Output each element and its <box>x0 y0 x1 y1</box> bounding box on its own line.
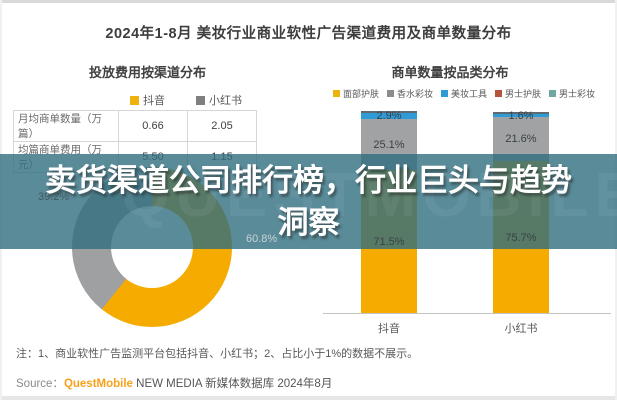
legend-label: 面部护肤 <box>342 89 379 99</box>
page-edge-bottom <box>0 396 617 400</box>
bar-segment <box>361 113 417 119</box>
bar-top-cap <box>493 112 549 114</box>
bar-segment-label: 75.7% <box>505 231 537 244</box>
source-rest: NEW MEDIA 新媒体数据库 2024年8月 <box>132 378 333 390</box>
legend-item: 小红书 <box>196 92 242 108</box>
source-line: Source：QuestMobile NEW MEDIA 新媒体数据库 2024… <box>16 375 332 391</box>
legend-swatch <box>440 90 448 97</box>
bar-segment <box>493 117 549 161</box>
legend-swatch <box>332 90 340 97</box>
x-label-xiaohongshu: 小红书 <box>504 323 538 335</box>
legend-swatch <box>386 90 394 97</box>
bar-segment <box>493 114 549 117</box>
legend-item: 面部护肤 <box>332 87 379 100</box>
table-cell-xiaohongshu: 2.05 <box>187 110 257 142</box>
bar-segment-label: 2.9% <box>376 110 402 122</box>
source-brand: QuestMobile <box>63 378 133 390</box>
right-legend: 面部护肤 香水彩妆 美妆工具 男士护肤 男士彩妆 <box>318 87 610 100</box>
legend-label: 小红书 <box>209 95 242 107</box>
footnote: 注：1、商业软性广告监测平台包括抖音、小红书；2、占比小于1%的数据不展示。 <box>16 348 419 360</box>
bar-segment-label: 71.5% <box>373 236 405 248</box>
x-axis-line <box>323 313 611 314</box>
page-title: 2024年1-8月 美妆行业商业软性广告渠道费用及商单数量分布 <box>105 26 512 42</box>
legend-label: 男士彩妆 <box>559 89 596 99</box>
legend-label: 美妆工具 <box>450 89 487 99</box>
headline-line-1: 卖货渠道公司排行榜，行业巨头与趋势 <box>45 162 572 198</box>
right-chart-title: 商单数量按品类分布 <box>391 65 509 80</box>
left-chart-title: 投放费用按渠道分布 <box>88 65 206 80</box>
bar-segment-label: 21.6% <box>505 133 537 145</box>
page-edge-top <box>0 0 617 3</box>
legend-swatch <box>549 90 557 97</box>
bar-segment-label: 25.1% <box>373 138 405 151</box>
table-row: 月均商单数量（万篇） 0.66 2.05 <box>13 110 257 142</box>
headline-line-2: 洞察 <box>277 204 340 240</box>
source-prefix: Source： <box>16 378 64 390</box>
bar-segment-label: 1.6% <box>508 109 534 122</box>
legend-swatch <box>495 90 502 97</box>
legend-label: 抖音 <box>143 95 165 107</box>
bar-top-cap <box>361 111 417 113</box>
legend-item: 抖音 <box>130 92 165 108</box>
legend-item: 美妆工具 <box>440 87 487 100</box>
donut-label-xiaohongshu: 39.2% <box>38 191 70 203</box>
legend-swatch <box>196 95 205 105</box>
legend-label: 香水彩妆 <box>396 89 433 99</box>
legend-item: 香水彩妆 <box>386 87 433 100</box>
legend-item: 男士护肤 <box>495 87 541 100</box>
donut-label-douyin: 60.8% <box>246 233 278 245</box>
x-label-douyin: 抖音 <box>378 323 400 335</box>
legend-swatch <box>130 95 139 105</box>
table-cell-douyin: 0.66 <box>118 110 188 142</box>
table-row-label: 月均商单数量（万篇） <box>13 110 119 142</box>
legend-label: 男士护肤 <box>505 89 542 99</box>
left-legend: 抖音 小红书 <box>130 92 242 108</box>
legend-item: 男士彩妆 <box>549 87 595 100</box>
